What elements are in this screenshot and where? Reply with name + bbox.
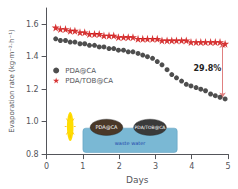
svg-text:PDA/TOB@CA: PDA/TOB@CA [135,125,167,130]
svg-text:0.8: 0.8 [26,150,39,159]
svg-text:1.0: 1.0 [26,117,39,126]
svg-text:Evaporation rate (kg·m⁻²·h⁻¹): Evaporation rate (kg·m⁻²·h⁻¹) [8,29,16,133]
svg-text:PDA/TOB@CA: PDA/TOB@CA [65,77,113,85]
svg-text:4: 4 [189,162,194,171]
svg-text:PDA@CA: PDA@CA [65,67,96,75]
svg-text:1: 1 [80,162,85,171]
svg-text:1.4: 1.4 [26,52,39,61]
svg-text:PDA@CA: PDA@CA [95,124,118,130]
svg-text:0: 0 [44,162,49,171]
svg-text:29.8%: 29.8% [194,64,222,73]
svg-text:3: 3 [153,162,158,171]
svg-text:2: 2 [117,162,122,171]
svg-text:1.2: 1.2 [26,85,39,94]
svg-text:1.6: 1.6 [26,20,39,29]
svg-text:Days: Days [126,175,149,185]
svg-text:5: 5 [225,162,230,171]
svg-text:waste water: waste water [115,140,147,146]
